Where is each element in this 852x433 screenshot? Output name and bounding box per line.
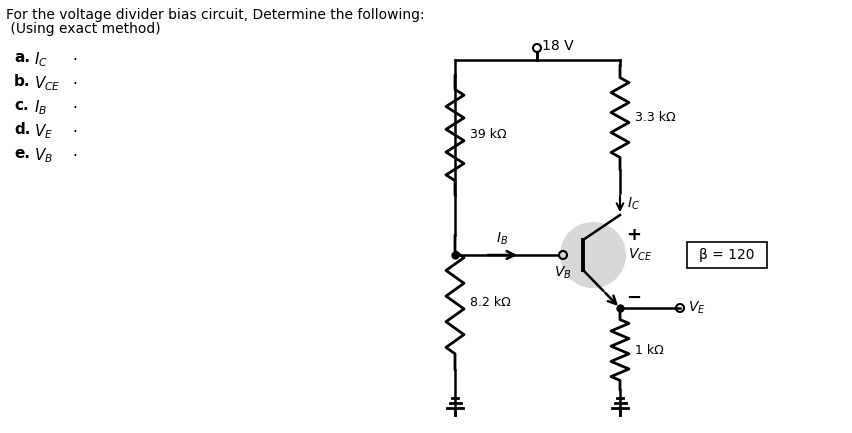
Text: $V_{CE}$: $V_{CE}$ (34, 74, 60, 93)
Text: $V_E$: $V_E$ (688, 300, 705, 316)
Text: $V_E$: $V_E$ (34, 122, 53, 141)
Text: e.: e. (14, 146, 30, 161)
Text: −: − (626, 289, 641, 307)
Text: b.: b. (14, 74, 31, 89)
Text: .: . (72, 120, 77, 135)
Text: .: . (72, 96, 77, 111)
Text: +: + (626, 226, 641, 244)
Text: 3.3 kΩ: 3.3 kΩ (635, 111, 676, 124)
Text: $I_B$: $I_B$ (497, 231, 509, 247)
Text: c.: c. (14, 98, 29, 113)
Circle shape (561, 223, 625, 287)
FancyBboxPatch shape (687, 242, 767, 268)
Text: .: . (72, 48, 77, 63)
Text: 39 kΩ: 39 kΩ (470, 129, 507, 142)
Text: 8.2 kΩ: 8.2 kΩ (470, 296, 510, 309)
Text: d.: d. (14, 122, 31, 137)
Text: a.: a. (14, 50, 30, 65)
Text: β = 120: β = 120 (699, 248, 755, 262)
Text: $V_B$: $V_B$ (554, 265, 572, 281)
Text: 18 V: 18 V (542, 39, 573, 53)
Text: $V_B$: $V_B$ (34, 146, 53, 165)
Text: 1 kΩ: 1 kΩ (635, 343, 664, 356)
Text: For the voltage divider bias circuit, Determine the following:: For the voltage divider bias circuit, De… (6, 8, 424, 22)
Text: $I_C$: $I_C$ (34, 50, 48, 69)
Text: (Using exact method): (Using exact method) (6, 22, 161, 36)
Text: .: . (72, 72, 77, 87)
Text: $I_B$: $I_B$ (34, 98, 47, 117)
Text: $V_{CE}$: $V_{CE}$ (628, 247, 653, 263)
Text: $I_C$: $I_C$ (627, 196, 640, 212)
Text: .: . (72, 144, 77, 159)
